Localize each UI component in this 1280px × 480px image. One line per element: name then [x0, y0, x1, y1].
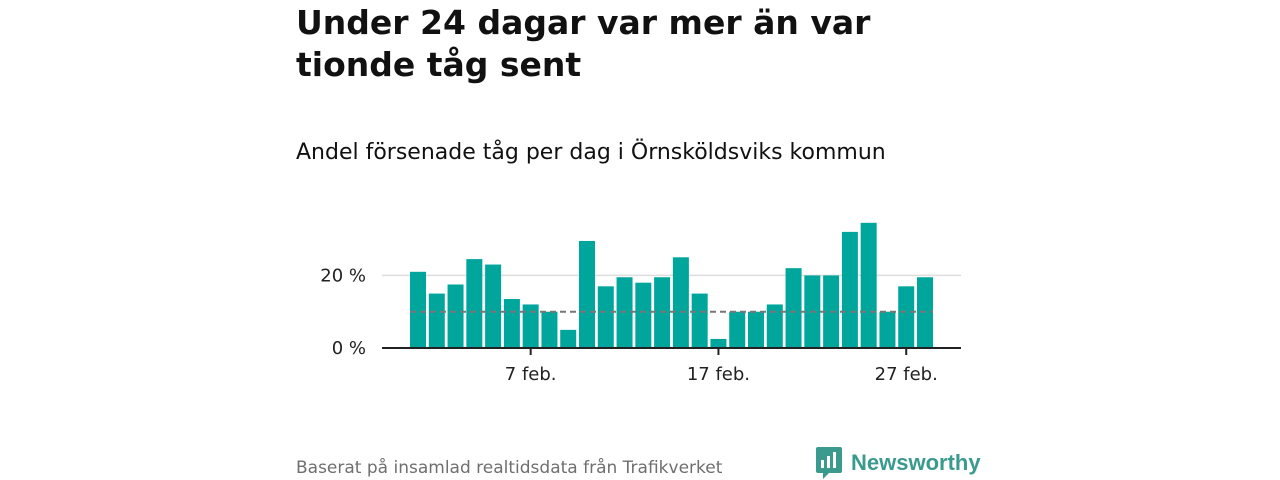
source-note: Baserat på insamlad realtidsdata från Tr… — [296, 458, 723, 478]
x-tick-label: 7 feb. — [505, 364, 557, 385]
y-tick-label: 0 % — [332, 338, 366, 359]
bar — [560, 329, 577, 348]
bar — [522, 304, 539, 348]
bar — [635, 282, 652, 348]
bar — [503, 299, 520, 348]
bar — [898, 286, 915, 348]
bar — [428, 293, 445, 348]
bar — [710, 338, 727, 348]
y-tick-label: 20 % — [320, 265, 366, 286]
bar — [410, 271, 426, 348]
newsworthy-logo-icon — [816, 447, 842, 479]
bar — [672, 257, 689, 348]
bar — [597, 286, 614, 348]
bar — [466, 259, 483, 348]
bar — [879, 311, 896, 348]
bar — [785, 268, 802, 348]
bar — [541, 311, 558, 348]
bar — [729, 311, 746, 348]
bar — [841, 231, 858, 348]
bar — [691, 293, 708, 348]
x-tick-label: 17 feb. — [687, 364, 750, 385]
bar — [447, 284, 464, 348]
chart-title: Under 24 dagar var mer än var tionde tåg… — [296, 3, 871, 84]
chart-subtitle: Andel försenade tåg per dag i Örnsköldsv… — [296, 140, 886, 165]
bar — [579, 240, 595, 348]
bar — [748, 311, 764, 348]
bar-chart: 0 % 20 % 7 feb. 17 feb. 27 feb. — [320, 222, 961, 385]
x-tick-label: 27 feb. — [875, 364, 938, 385]
bar — [485, 264, 502, 348]
bar — [766, 304, 783, 348]
bar — [860, 222, 877, 348]
brand-logo[interactable]: Newsworthy — [815, 446, 981, 480]
brand-name: Newsworthy — [851, 450, 981, 475]
